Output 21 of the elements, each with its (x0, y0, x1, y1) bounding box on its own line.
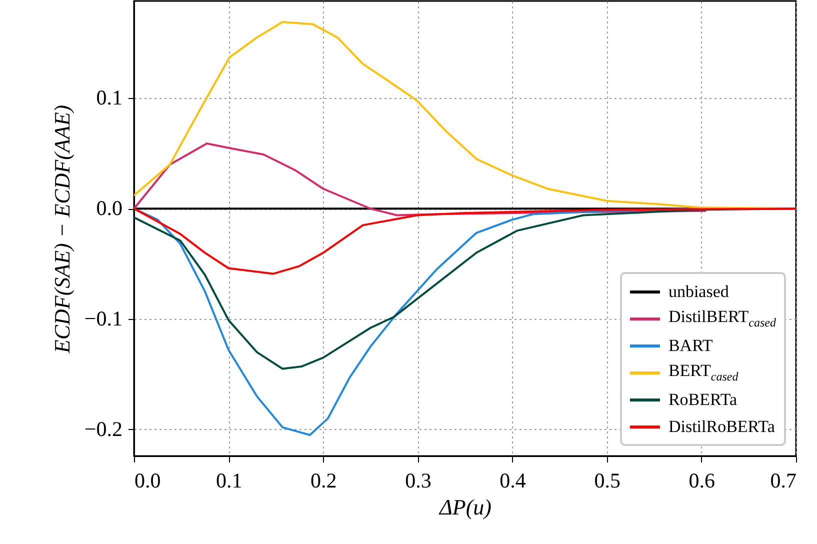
y-tick-label: −0.2 (84, 416, 122, 441)
x-tick-label: 0.2 (310, 468, 337, 492)
x-tick-label: 0.1 (216, 468, 242, 492)
legend-label: DistilRoBERTa (668, 416, 775, 436)
legend-label: DistilBERT$_{cased}$ (668, 306, 776, 330)
x-tick-label: 0.0 (134, 468, 161, 492)
x-tick-label: 0.6 (688, 468, 716, 492)
x-tick-label: 0.4 (500, 468, 526, 492)
legend-label: RoBERTa (668, 390, 738, 410)
x-axis-title: ΔP(u) (438, 494, 492, 520)
y-tick-label: −0.1 (84, 306, 122, 331)
y-tick-label: 0.1 (96, 86, 122, 110)
legend-label: BART (668, 336, 713, 356)
x-tick-label: 0.3 (405, 468, 432, 492)
y-tick-label: 0.0 (96, 196, 122, 220)
y-axis-title: ECDF(SAE) − ECDF(AAE) (49, 104, 74, 354)
x-tick-label: 0.5 (594, 468, 620, 492)
legend-label: unbiased (668, 282, 729, 302)
line-series (134, 142, 708, 216)
x-tick-label: 0.7 (770, 468, 796, 492)
legend-label: BERT$_{cased}$ (668, 360, 738, 384)
